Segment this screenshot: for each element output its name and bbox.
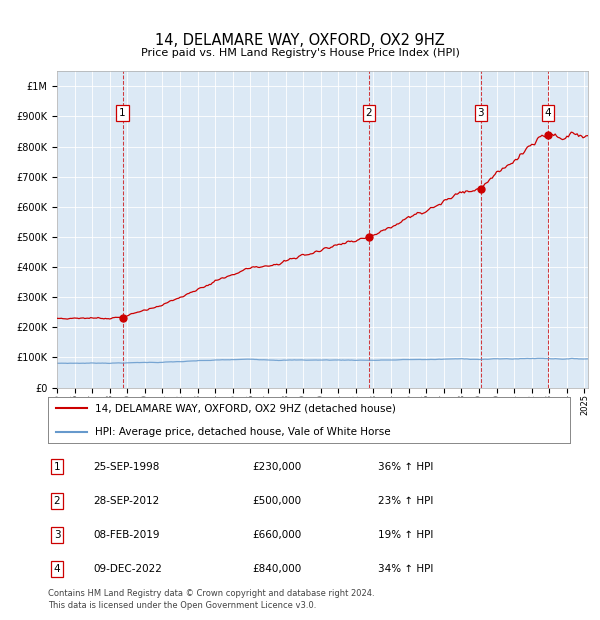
Text: 19% ↑ HPI: 19% ↑ HPI — [378, 529, 433, 540]
Text: £500,000: £500,000 — [252, 495, 301, 506]
Text: £660,000: £660,000 — [252, 529, 301, 540]
Text: 36% ↑ HPI: 36% ↑ HPI — [378, 461, 433, 472]
Text: 3: 3 — [53, 529, 61, 540]
Text: 14, DELAMARE WAY, OXFORD, OX2 9HZ (detached house): 14, DELAMARE WAY, OXFORD, OX2 9HZ (detac… — [95, 404, 396, 414]
Text: 14, DELAMARE WAY, OXFORD, OX2 9HZ: 14, DELAMARE WAY, OXFORD, OX2 9HZ — [155, 33, 445, 48]
Text: 28-SEP-2012: 28-SEP-2012 — [93, 495, 159, 506]
Text: 4: 4 — [53, 564, 61, 574]
Text: 08-FEB-2019: 08-FEB-2019 — [93, 529, 160, 540]
Text: 09-DEC-2022: 09-DEC-2022 — [93, 564, 162, 574]
Text: £230,000: £230,000 — [252, 461, 301, 472]
Text: HPI: Average price, detached house, Vale of White Horse: HPI: Average price, detached house, Vale… — [95, 427, 391, 436]
Text: 1: 1 — [119, 108, 126, 118]
Text: 25-SEP-1998: 25-SEP-1998 — [93, 461, 160, 472]
Text: 4: 4 — [545, 108, 551, 118]
Text: 3: 3 — [478, 108, 484, 118]
Text: Price paid vs. HM Land Registry's House Price Index (HPI): Price paid vs. HM Land Registry's House … — [140, 48, 460, 58]
Text: 2: 2 — [53, 495, 61, 506]
Text: 34% ↑ HPI: 34% ↑ HPI — [378, 564, 433, 574]
Text: £840,000: £840,000 — [252, 564, 301, 574]
Text: 1: 1 — [53, 461, 61, 472]
Text: Contains HM Land Registry data © Crown copyright and database right 2024.
This d: Contains HM Land Registry data © Crown c… — [48, 589, 374, 610]
Text: 23% ↑ HPI: 23% ↑ HPI — [378, 495, 433, 506]
Text: 2: 2 — [365, 108, 372, 118]
